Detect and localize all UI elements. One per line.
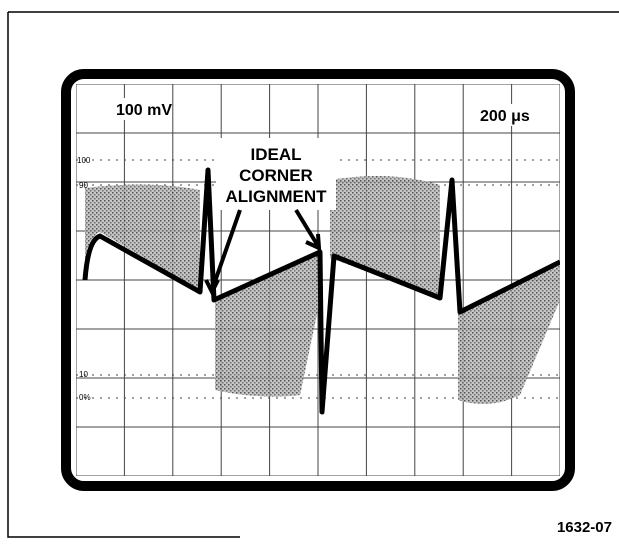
annotation-line: CORNER: [239, 166, 313, 185]
graticule-label: 10: [79, 370, 88, 379]
volts-per-div: 100 mV: [116, 102, 172, 119]
figure-id: 1632-07: [557, 519, 612, 536]
graticule-label: 90: [79, 181, 88, 190]
figure: IDEAL CORNER ALIGNMENT 100 mV 200 μs 100…: [0, 0, 619, 544]
page: {"header": {"volts_per_div": "100 mV", "…: [0, 0, 619, 544]
time-per-div: 200 μs: [480, 108, 530, 125]
annotation-line: ALIGNMENT: [225, 187, 327, 206]
graticule-label: 100: [77, 156, 91, 165]
graticule-label: 0%: [79, 393, 91, 402]
annotation-line: IDEAL: [251, 145, 302, 164]
